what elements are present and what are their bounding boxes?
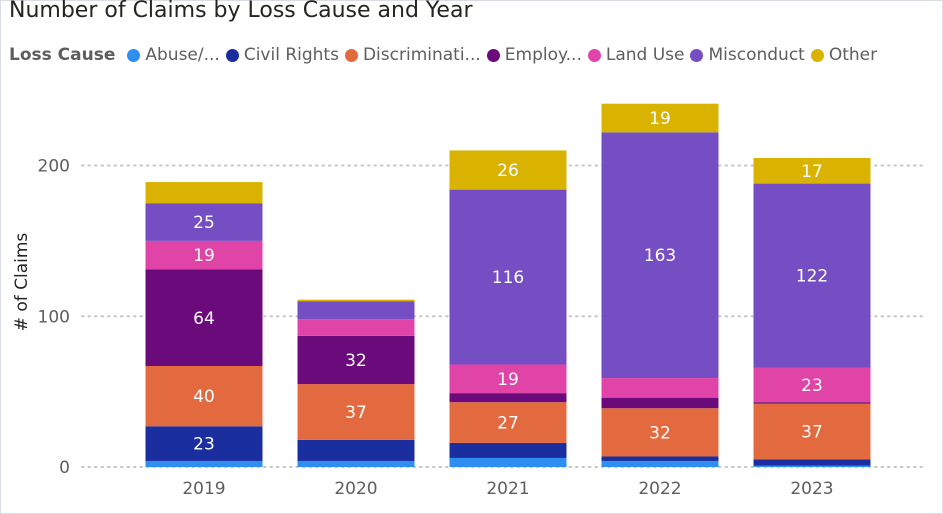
bar-segment <box>145 269 263 366</box>
data-label: 37 <box>345 403 367 423</box>
legend-label: Employ... <box>504 45 582 65</box>
bar-segment <box>753 403 871 460</box>
legend-label: Land Use <box>605 45 685 65</box>
y-tick-label: 200 <box>38 157 70 177</box>
data-label: 116 <box>492 268 524 288</box>
y-tick-label: 100 <box>38 307 70 327</box>
chart-title: Number of Claims by Loss Cause and Year <box>9 0 473 23</box>
bar-segment <box>601 397 719 409</box>
data-label: 27 <box>497 414 519 434</box>
x-tick-label: 2021 <box>486 479 529 499</box>
bar-segment <box>753 157 871 184</box>
bar-segment <box>145 203 263 241</box>
bar-segment <box>449 150 567 190</box>
x-tick-label: 2022 <box>638 479 681 499</box>
legend-item[interactable]: Abuse/... <box>127 45 220 65</box>
legend-swatch <box>344 48 358 62</box>
bar-segment <box>145 182 263 204</box>
y-axis-title: # of Claims <box>12 233 32 332</box>
data-label: 25 <box>193 213 215 233</box>
data-label: 23 <box>193 435 215 455</box>
data-label: 163 <box>644 246 676 266</box>
data-label: 23 <box>801 376 823 396</box>
bar-segment <box>449 442 567 458</box>
legend-swatch <box>690 48 704 62</box>
data-label: 32 <box>649 423 671 443</box>
legend-title: Loss Cause <box>9 45 116 65</box>
bar-segment <box>145 426 263 461</box>
data-label: 64 <box>193 309 215 329</box>
legend-label: Abuse/... <box>145 45 220 65</box>
data-label: 26 <box>497 161 519 181</box>
legend-label: Discriminati... <box>362 45 481 65</box>
legend-item[interactable]: Civil Rights <box>225 45 339 65</box>
data-label: 17 <box>801 162 823 182</box>
legend-swatch <box>486 48 500 62</box>
x-tick-label: 2020 <box>334 479 377 499</box>
bar-segment <box>297 299 415 302</box>
bar-segment <box>297 335 415 385</box>
data-label: 122 <box>796 267 828 287</box>
data-label: 32 <box>345 351 367 371</box>
bar-segment <box>449 189 567 365</box>
bar-segment <box>601 456 719 461</box>
bar-segment <box>601 408 719 457</box>
data-label: 19 <box>193 246 215 266</box>
legend-item[interactable]: Land Use <box>587 45 685 65</box>
legend-swatch <box>127 48 141 62</box>
bar-segment <box>297 439 415 461</box>
y-tick-label: 0 <box>59 458 70 478</box>
data-label: 19 <box>497 370 519 390</box>
legend-swatch <box>587 48 601 62</box>
legend-item[interactable]: Misconduct <box>690 45 805 65</box>
bar-segment <box>449 364 567 394</box>
bar-segment <box>449 393 567 403</box>
data-label: 37 <box>801 423 823 443</box>
bar-segment <box>297 319 415 336</box>
legend-item[interactable]: Discriminati... <box>344 45 481 65</box>
x-tick-label: 2023 <box>790 479 833 499</box>
legend-label: Other <box>828 45 878 65</box>
legend: Loss Cause Abuse/... Civil Rights Discrimi… <box>9 44 883 66</box>
bar-segment <box>297 460 415 467</box>
bar-segment <box>145 460 263 467</box>
bar-segment <box>449 402 567 443</box>
bar-segment <box>601 460 719 467</box>
bar-segment <box>753 183 871 368</box>
bar-segment <box>753 465 871 467</box>
bar-segment <box>145 240 263 270</box>
bar-segment <box>753 402 871 404</box>
bar-segment <box>753 367 871 403</box>
legend-swatch <box>225 48 239 62</box>
bar-segment <box>601 132 719 379</box>
bar-segment <box>297 301 415 320</box>
bar-segment <box>297 384 415 440</box>
bar-segment <box>145 365 263 427</box>
data-label: 40 <box>193 387 215 407</box>
legend-item[interactable]: Employ... <box>486 45 582 65</box>
legend-label: Civil Rights <box>243 45 339 65</box>
legend-item[interactable]: Other <box>810 45 878 65</box>
bar-segment <box>601 378 719 398</box>
legend-label: Misconduct <box>708 45 805 65</box>
data-label: 19 <box>649 109 671 129</box>
legend-swatch <box>810 48 824 62</box>
x-tick-label: 2019 <box>182 479 225 499</box>
bar-segment <box>601 103 719 133</box>
bar-segment <box>753 459 871 466</box>
bar-segment <box>449 457 567 467</box>
